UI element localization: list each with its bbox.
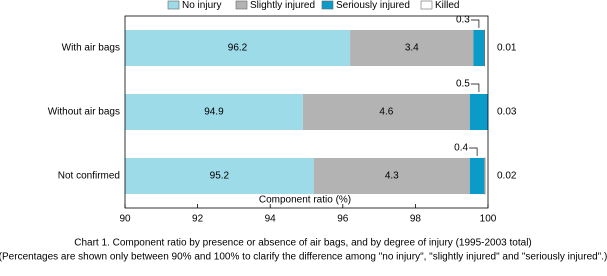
data-label: 4.6 [379,107,393,118]
x-tick-label: 100 [480,214,497,225]
data-label: 0.4 [454,143,468,154]
bar-segment [469,158,485,194]
x-tick-label: 96 [337,214,349,225]
x-tick-label: 98 [410,214,422,225]
x-tick-label: 92 [192,214,204,225]
bar-segment [484,157,486,195]
plot-frame [124,15,489,209]
legend-label: Seriously injured [336,0,410,11]
bar-segment [125,158,314,194]
bar-segment [469,94,488,130]
x-tick-label: 90 [119,214,131,225]
legend-label: No injury [182,0,221,11]
bar-segment [350,30,474,66]
caption: (Percentages are shown only between 90% … [0,252,607,263]
leader-line [469,147,478,156]
y-tick-label: Without air bags [48,107,120,118]
legend-swatch [420,0,433,10]
legend-label: Slightly injured [250,0,315,11]
leader-line [470,19,480,28]
bar-segment [302,94,470,130]
data-label: 96.2 [228,43,248,54]
data-label: 0.02 [497,171,517,182]
data-label: 95.2 [210,171,230,182]
x-axis-label: Component ratio (%) [259,195,351,206]
caption: Chart 1. Component ratio by presence or … [74,238,532,249]
bar-segment [125,30,351,66]
data-label: 0.01 [497,43,517,54]
leader-line [470,83,480,92]
y-tick-label: Not confirmed [58,171,120,182]
legend-swatch [321,0,334,10]
legend-swatch [235,0,248,10]
data-label: 94.9 [204,107,224,118]
bar-segment [473,30,485,66]
bar-segment [313,158,470,194]
data-label: 4.3 [385,171,399,182]
y-tick-label: With air bags [62,43,120,54]
data-label: 3.4 [405,43,419,54]
data-label: 0.5 [456,79,470,90]
x-tick-label: 94 [265,214,277,225]
legend-label: Killed [435,0,459,11]
bar-segment [125,94,303,130]
legend-swatch [167,0,180,10]
data-label: 0.03 [497,107,517,118]
data-label: 0.3 [456,15,470,26]
